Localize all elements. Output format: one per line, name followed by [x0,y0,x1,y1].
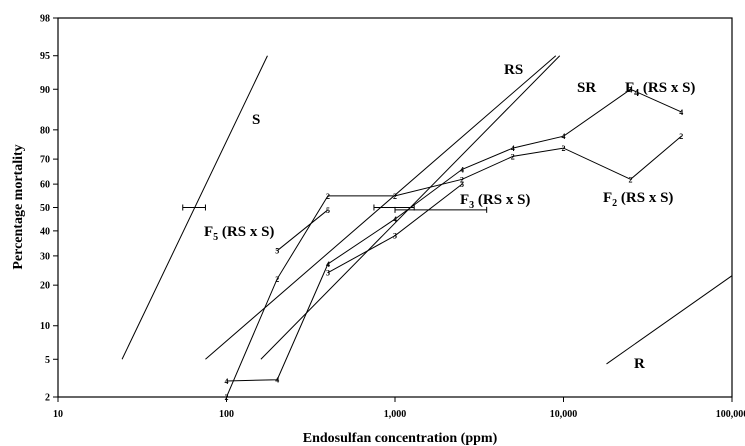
y-tick-label: 98 [40,14,50,25]
series-label-f4: F4 (RS x S) [625,80,695,99]
data-point-f3: 3 [460,180,464,189]
data-point-f2: 2 [562,144,566,153]
data-point-f4: 4 [562,132,566,141]
series-label-f2: F2 (RS x S) [603,190,673,209]
y-tick-label: 95 [40,51,50,62]
regression-line-r [606,275,733,365]
data-point-f4: 4 [225,377,229,386]
regression-label-s: S [252,112,260,128]
x-tick-label: 100 [219,409,234,420]
data-point-f4: 4 [511,144,515,153]
series-label-f5: F5 (RS x S) [204,224,274,243]
y-tick-label: 10 [40,321,50,332]
data-point-f4: 4 [393,215,397,224]
regression-label-sr: SR [577,80,596,96]
series-line-f4 [226,88,682,382]
y-tick-label: 90 [40,85,50,96]
data-point-f2: 2 [275,275,279,284]
data-point-f4: 4 [460,165,464,174]
y-axis: 2 5 10 20 30 40 50 60 70 80 90 95 98 [40,14,58,404]
series-labels: F2 (RS x S) F3 (RS x S) F4 (RS x S) F5 (RS … [204,80,695,243]
x-tick-label: 100,000 [716,409,745,420]
x-tick-label: 10 [53,409,63,420]
data-point-f4: 4 [629,85,633,94]
data-point-f3: 3 [326,269,330,278]
data-point-f2: 2 [326,192,330,201]
y-tick-label: 5 [45,355,50,366]
data-point-f2: 2 [629,175,633,184]
y-tick-label: 70 [40,155,50,166]
y-tick-label: 60 [40,180,50,191]
data-point-f2: 2 [225,393,229,402]
y-tick-label: 80 [40,125,50,136]
y-tick-label: 2 [45,393,50,404]
data-point-f4: 4 [275,376,279,385]
x-tick-label: 10,000 [550,409,578,420]
series-label-f3: F3 (RS x S) [460,192,530,211]
data-point-f5: 5 [326,206,330,215]
y-tick-label: 50 [40,203,50,214]
data-point-f3: 3 [393,232,397,241]
regression-label-rs: RS [504,62,523,78]
y-axis-title: Percentage mortality [11,144,26,269]
series-line-f2 [226,135,682,398]
error-bars [182,204,488,213]
data-point-f4: 4 [326,260,330,269]
data-point-f2: 2 [393,192,397,201]
x-axis: 10 100 1,000 10,000 100,000 [53,397,745,420]
regression-lines: S RS SR R [121,55,733,372]
y-tick-label: 30 [40,251,50,262]
x-tick-label: 1,000 [384,409,407,420]
series-line-f5 [276,209,329,252]
regression-label-r: R [634,356,645,372]
data-point-f5: 5 [275,247,279,256]
y-tick-label: 20 [40,281,50,292]
data-point-f2: 2 [460,175,464,184]
data-point-f4: 4 [679,108,683,117]
data-point-f2: 2 [511,152,515,161]
x-axis-title: Endosulfan concentration (ppm) [303,431,498,446]
data-point-f2: 2 [679,132,683,141]
y-tick-label: 40 [40,226,50,237]
series-line-f3 [327,183,463,274]
